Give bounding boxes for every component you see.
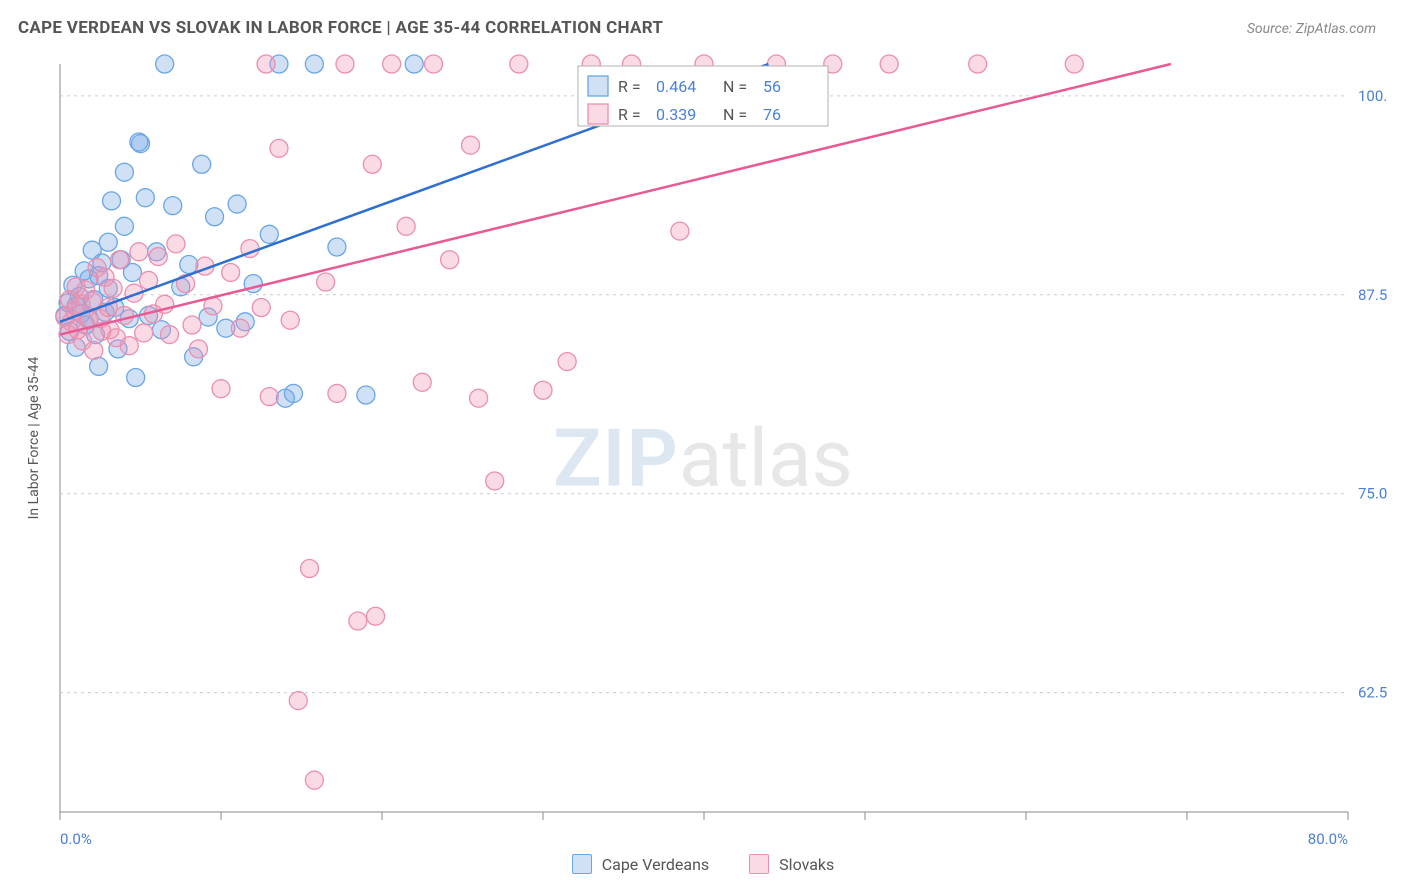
legend-label: Slovaks bbox=[779, 855, 834, 874]
correlation-scatter-chart: 62.5% 75.0% 87.5% 100.0% 0.0% 80.0% In Labor F… bbox=[18, 52, 1388, 874]
legend-label: Cape Verdeans bbox=[602, 855, 709, 874]
legend-item-slovaks: Slovaks bbox=[749, 854, 834, 874]
svg-text:87.5%: 87.5% bbox=[1358, 286, 1388, 304]
svg-text:N =: N = bbox=[723, 77, 747, 96]
svg-text:N =: N = bbox=[723, 105, 747, 124]
chart-container: 62.5% 75.0% 87.5% 100.0% 0.0% 80.0% In Labor F… bbox=[18, 52, 1388, 874]
svg-text:0.0%: 0.0% bbox=[60, 830, 92, 848]
svg-text:0.464: 0.464 bbox=[656, 77, 696, 96]
svg-text:R =: R = bbox=[618, 105, 641, 124]
svg-text:75.0%: 75.0% bbox=[1358, 485, 1388, 503]
legend-item-cape-verdeans: Cape Verdeans bbox=[572, 854, 709, 874]
title-bar: CAPE VERDEAN VS SLOVAK IN LABOR FORCE | … bbox=[0, 0, 1406, 48]
legend-swatch-icon bbox=[749, 854, 769, 874]
source-label: Source: ZipAtlas.com bbox=[1247, 21, 1376, 37]
svg-text:In Labor Force | Age 35-44: In Labor Force | Age 35-44 bbox=[26, 356, 42, 519]
svg-text:76: 76 bbox=[763, 105, 781, 124]
svg-text:62.5%: 62.5% bbox=[1358, 684, 1388, 702]
chart-title: CAPE VERDEAN VS SLOVAK IN LABOR FORCE | … bbox=[18, 18, 663, 38]
svg-text:80.0%: 80.0% bbox=[1308, 830, 1348, 848]
svg-text:56: 56 bbox=[763, 77, 781, 96]
legend-swatch-icon bbox=[572, 854, 592, 874]
svg-text:100.0%: 100.0% bbox=[1358, 87, 1388, 105]
svg-text:0.339: 0.339 bbox=[656, 105, 696, 124]
bottom-legend: Cape Verdeans Slovaks bbox=[18, 854, 1388, 874]
svg-text:R =: R = bbox=[618, 77, 641, 96]
